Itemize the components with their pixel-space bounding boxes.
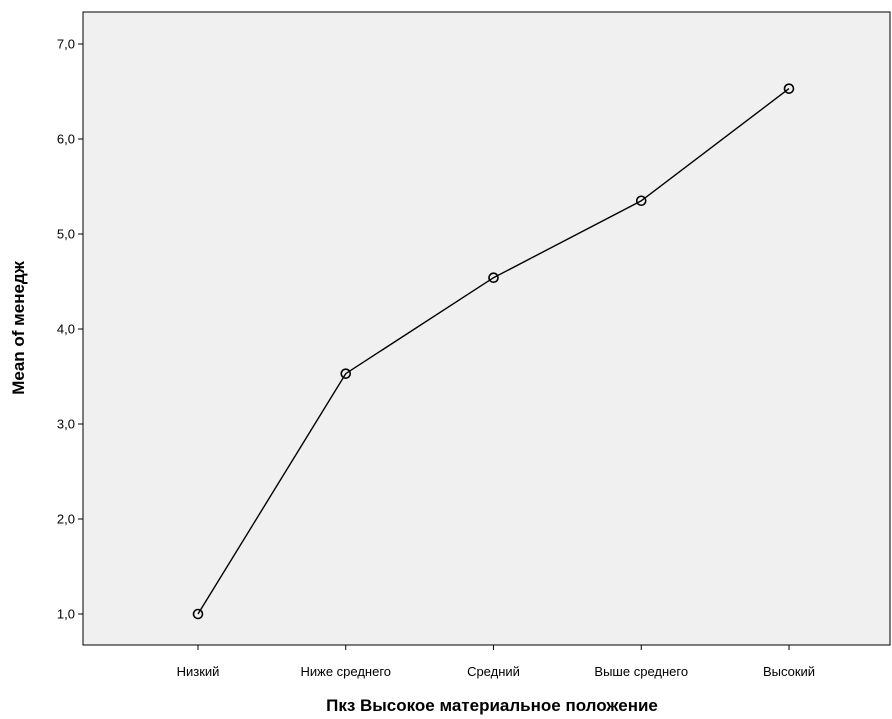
y-axis-title: Mean of менедж xyxy=(9,260,28,394)
y-axis: 1,0 2,0 3,0 4,0 5,0 6,0 7,0 xyxy=(57,37,83,622)
y-tick-label: 2,0 xyxy=(57,512,75,527)
data-point xyxy=(635,195,647,207)
x-tick-label: Высокий xyxy=(763,664,815,679)
x-tick-label: Ниже среднего xyxy=(300,664,391,679)
plot-area xyxy=(82,11,891,646)
x-axis-title: Пкз Высокое материальное положение xyxy=(326,696,658,715)
x-tick-label: Низкий xyxy=(177,664,220,679)
x-tick-label: Средний xyxy=(467,664,520,679)
data-point xyxy=(192,608,204,620)
y-tick-label: 5,0 xyxy=(57,227,75,242)
y-tick-label: 3,0 xyxy=(57,417,75,432)
y-tick-label: 6,0 xyxy=(57,132,75,147)
series-line xyxy=(197,88,790,615)
data-point xyxy=(340,368,352,379)
data-point xyxy=(783,83,795,94)
x-tick-label: Выше среднего xyxy=(594,664,688,679)
y-tick-label: 1,0 xyxy=(57,607,75,622)
series-markers xyxy=(192,83,795,620)
y-tick-label: 7,0 xyxy=(57,37,75,52)
data-point xyxy=(488,272,499,284)
y-tick-label: 4,0 xyxy=(57,322,75,337)
x-axis: Низкий Ниже среднего Средний Выше среднего В… xyxy=(177,645,815,679)
